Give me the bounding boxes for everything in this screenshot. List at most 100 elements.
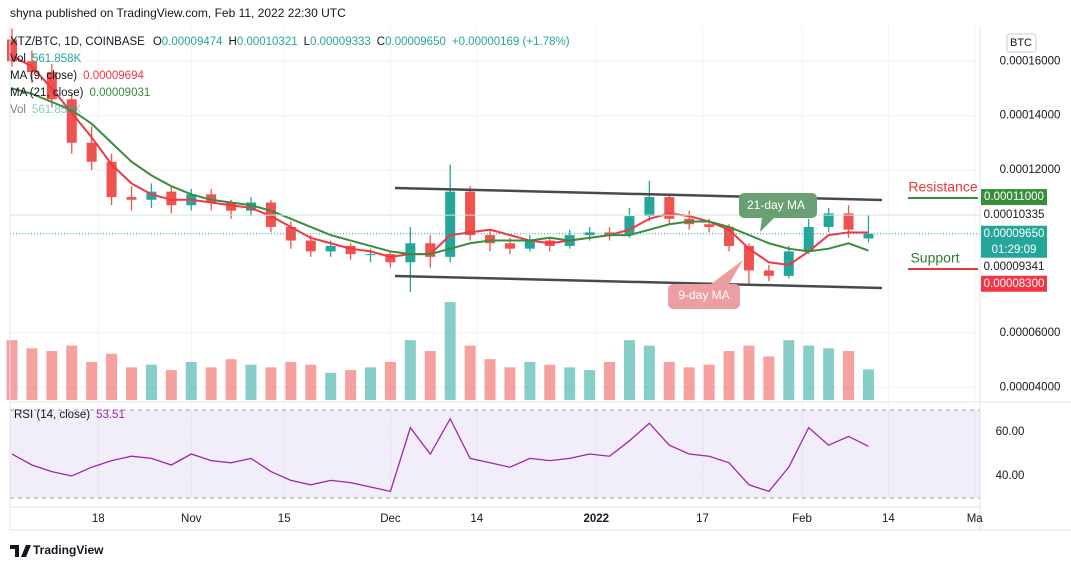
volume-bar <box>862 369 874 400</box>
x-tick-label: Feb <box>792 513 812 525</box>
volume-bar <box>843 351 855 400</box>
price-tag-label: 0.00009650 <box>984 228 1045 240</box>
x-tick-label: 18 <box>92 513 105 525</box>
price-tag <box>981 275 1047 292</box>
volume-bar <box>564 367 576 400</box>
candle-body <box>305 240 316 252</box>
candle-body <box>46 72 57 100</box>
footer: TradingView <box>10 543 104 557</box>
indicator-value: 0.00009031 <box>90 87 151 99</box>
volume-bar <box>763 356 775 400</box>
volume-bar <box>165 370 177 400</box>
volume-bar <box>245 364 257 400</box>
x-tick-label: 2022 <box>583 513 609 525</box>
volume-bar <box>384 361 396 400</box>
candle-body <box>704 224 715 227</box>
candle-body <box>524 240 535 249</box>
candle-body <box>246 202 257 211</box>
rsi-tick-label: 40.00 <box>996 470 1025 482</box>
volume-bar <box>464 345 476 400</box>
y-tick-label: 0.00006000 <box>1000 327 1061 339</box>
volume-bar <box>823 348 835 400</box>
candle-body <box>345 245 356 255</box>
candle-body <box>206 194 217 203</box>
ma-line <box>11 54 869 267</box>
y-tick-label: 0.00016000 <box>1000 55 1061 67</box>
ma-line <box>11 87 869 256</box>
x-tick-label: Nov <box>181 513 202 525</box>
volume-bar <box>46 351 58 400</box>
ohlc-value: 0.00009650 <box>385 36 446 48</box>
y-tick-label: 0.00004000 <box>1000 381 1061 393</box>
footer-text: TradingView <box>33 543 104 557</box>
candle-body <box>66 99 77 143</box>
candle-body <box>604 232 615 236</box>
ohlc-key: H <box>229 36 237 48</box>
y-tick-label: 0.00014000 <box>1000 110 1061 122</box>
candle-body <box>664 197 675 219</box>
logo <box>10 545 31 557</box>
volume-bar <box>803 345 815 400</box>
candle-body <box>365 254 376 256</box>
volume-bar <box>444 302 456 400</box>
volume-bar <box>145 364 157 400</box>
y-tick-label: 0.00012000 <box>1000 164 1061 176</box>
price-tag-label: 0.00009341 <box>984 261 1045 273</box>
candle-body <box>863 233 874 239</box>
x-tick-label: 14 <box>882 513 895 525</box>
indicator-name: Vol <box>10 104 26 116</box>
price-tag-label: 0.00011000 <box>984 191 1044 203</box>
ohlc-key: O <box>153 36 162 48</box>
price-tag <box>981 258 1047 275</box>
candle-body <box>405 243 416 263</box>
candle-body <box>126 197 137 200</box>
ohlc-value: 0.00009474 <box>162 36 223 48</box>
rsi-layer <box>10 409 980 499</box>
price-tag <box>981 189 1047 206</box>
candle-body <box>763 270 774 276</box>
volume-bar <box>26 348 38 400</box>
ohlc-value: 0.00009333 <box>310 36 371 48</box>
volume-bar <box>524 361 536 400</box>
volume-bar <box>584 370 596 400</box>
volume-bar <box>604 361 616 400</box>
volume-bar <box>504 367 516 400</box>
volume-bar <box>723 351 735 400</box>
volume-bar <box>365 367 377 400</box>
x-tick-label: 14 <box>470 513 483 525</box>
resistance-label: Resistance <box>908 179 977 195</box>
volume-bar <box>623 340 635 400</box>
indicator-value: 561.858K <box>32 53 82 65</box>
candle-body <box>624 216 635 236</box>
support-label: Support <box>910 250 959 266</box>
price-layer <box>6 28 980 293</box>
volume-bar <box>185 361 197 400</box>
indicator-name: Vol <box>10 53 26 65</box>
candle-body <box>485 235 496 244</box>
indicator-name: MA (9, close) <box>10 70 77 82</box>
volume-bar <box>265 367 277 400</box>
rsi-line <box>11 417 869 493</box>
volume-bar <box>703 364 715 400</box>
channel-lower <box>394 274 883 290</box>
volume-bar <box>683 367 695 400</box>
candle-body <box>504 243 515 249</box>
candle-body <box>843 213 854 230</box>
change: +0.00000169 (+1.78%) <box>452 36 570 48</box>
x-tick-label: Dec <box>380 513 401 525</box>
indicator-value: 561.858K <box>32 104 82 116</box>
x-tick-label: 15 <box>278 513 291 525</box>
candle-body <box>644 197 655 217</box>
x-tick-label: Ma <box>967 513 984 525</box>
publisher: shyna published on TradingView.com, Feb … <box>10 6 346 20</box>
volume-bar <box>106 353 118 400</box>
volume-bar <box>783 340 795 400</box>
candle-body <box>724 226 735 246</box>
volume-bar <box>544 364 556 400</box>
volume-layer <box>6 302 874 400</box>
ma9-callout: 9-day MA <box>668 260 743 309</box>
ohlc-value: 0.00010321 <box>237 36 298 48</box>
candle-body <box>325 245 336 252</box>
